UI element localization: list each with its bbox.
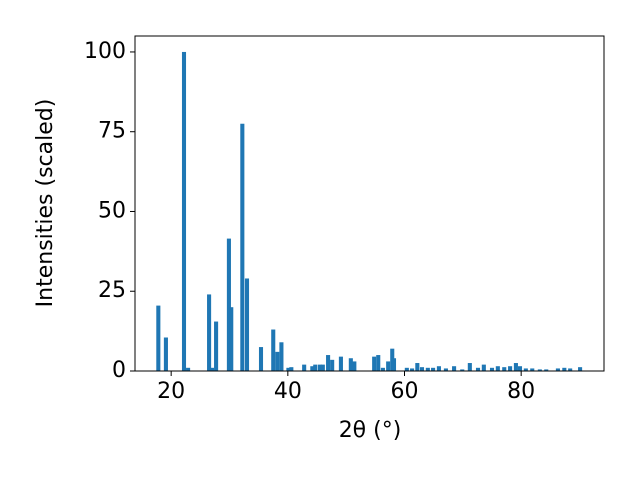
bar bbox=[513, 363, 518, 371]
bar bbox=[415, 363, 420, 371]
bar bbox=[326, 355, 331, 371]
x-axis-label: 2θ (°) bbox=[339, 418, 402, 443]
bar bbox=[163, 337, 168, 371]
bar bbox=[431, 367, 436, 371]
bar bbox=[240, 123, 245, 371]
x-tick-label: 60 bbox=[391, 379, 419, 404]
bar bbox=[410, 368, 415, 371]
bar bbox=[544, 369, 549, 371]
bar bbox=[578, 367, 583, 371]
bar bbox=[537, 369, 542, 371]
bar bbox=[310, 366, 315, 371]
bar bbox=[207, 294, 212, 371]
plot-frame bbox=[134, 35, 605, 372]
bar bbox=[258, 347, 264, 371]
bar bbox=[317, 364, 322, 371]
bar bbox=[275, 351, 280, 371]
y-tick-label: 75 bbox=[98, 119, 126, 144]
y-tick-label: 100 bbox=[84, 39, 126, 64]
bar bbox=[320, 364, 325, 371]
bar bbox=[229, 307, 234, 371]
bar bbox=[352, 361, 357, 371]
bar bbox=[489, 367, 495, 371]
bar bbox=[226, 238, 231, 371]
bar bbox=[495, 366, 500, 371]
bar bbox=[348, 358, 353, 371]
bar bbox=[419, 367, 425, 371]
bar bbox=[181, 51, 187, 371]
bar bbox=[302, 364, 307, 371]
bar bbox=[386, 361, 391, 371]
bar bbox=[330, 359, 335, 371]
bar bbox=[156, 305, 161, 371]
x-tick-label: 80 bbox=[507, 379, 535, 404]
bar bbox=[508, 366, 513, 371]
bar bbox=[481, 364, 486, 371]
bar bbox=[376, 355, 381, 371]
bar bbox=[502, 367, 507, 371]
bar bbox=[523, 368, 528, 371]
bar bbox=[436, 366, 441, 371]
bar bbox=[313, 364, 318, 371]
bar bbox=[467, 363, 472, 371]
bar bbox=[372, 356, 377, 371]
bar bbox=[244, 278, 250, 371]
y-tick-label: 25 bbox=[98, 278, 126, 303]
bar bbox=[443, 368, 448, 371]
bar bbox=[391, 358, 397, 371]
y-tick-label: 50 bbox=[98, 198, 126, 223]
bar bbox=[404, 367, 409, 371]
bar bbox=[271, 329, 276, 371]
bar bbox=[209, 367, 215, 371]
bar bbox=[380, 367, 385, 371]
bar bbox=[568, 368, 573, 371]
y-axis-label: Intensities (scaled) bbox=[33, 99, 58, 308]
bar bbox=[460, 369, 465, 371]
bar bbox=[517, 366, 523, 371]
x-tick-label: 40 bbox=[274, 379, 302, 404]
bar bbox=[289, 367, 294, 371]
y-tick-label: 0 bbox=[112, 358, 126, 383]
bar bbox=[338, 356, 343, 371]
bar bbox=[530, 368, 535, 371]
bar bbox=[475, 367, 481, 371]
bar bbox=[214, 321, 219, 371]
bar bbox=[562, 367, 567, 371]
x-tick-label: 20 bbox=[157, 379, 185, 404]
bar bbox=[555, 368, 560, 371]
bar bbox=[425, 367, 430, 371]
bar bbox=[452, 366, 457, 371]
bar bbox=[286, 367, 291, 371]
bar bbox=[279, 342, 284, 371]
bar bbox=[186, 367, 191, 371]
